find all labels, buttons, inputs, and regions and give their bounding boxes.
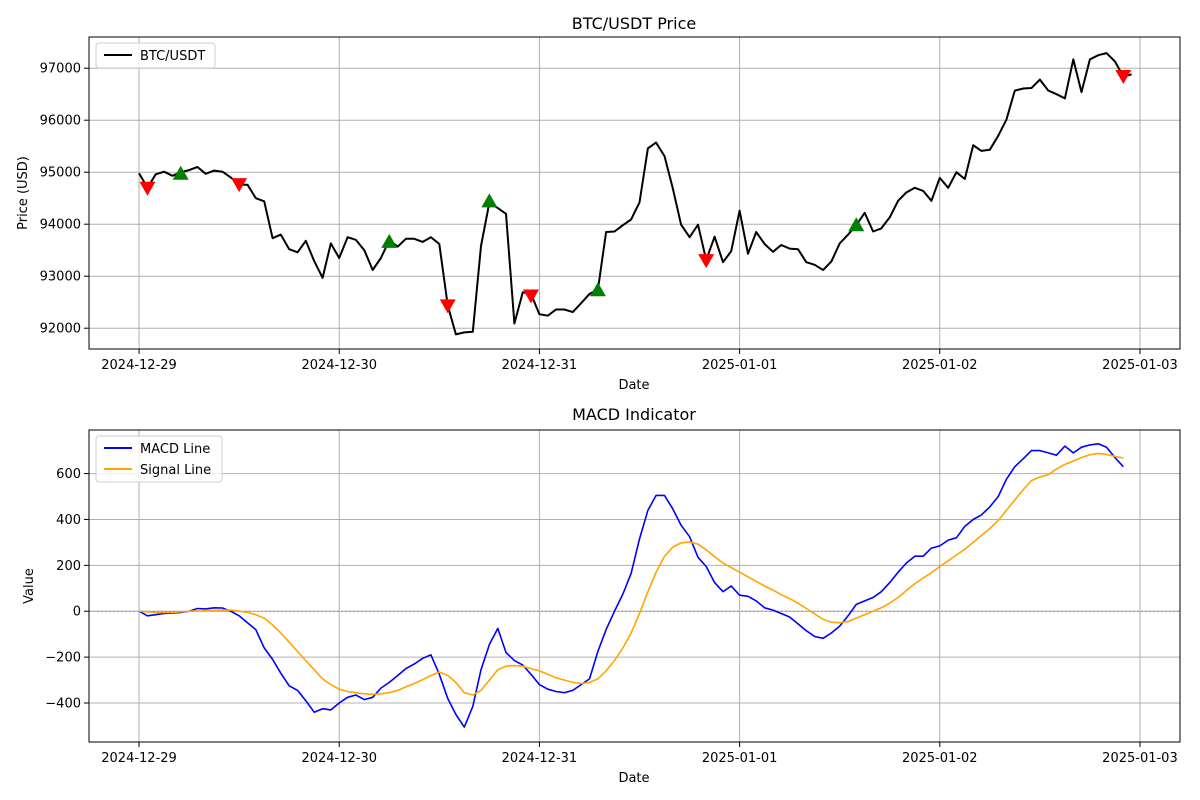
price-legend-box	[95, 42, 216, 69]
macd-legend: MACD Line Signal Line	[95, 435, 223, 483]
macd-legend-label-macd: MACD Line	[140, 442, 210, 457]
price-chart-title: BTC/USDT Price	[572, 14, 696, 33]
macd-y-ticks: −400 −200 0 200 400 600	[45, 467, 89, 712]
x-tick-label: 2024-12-30	[301, 751, 377, 766]
y-tick-label: 92000	[40, 322, 81, 337]
sell-marker	[1115, 70, 1132, 84]
price-legend: BTC/USDT	[95, 42, 216, 69]
y-tick-label: 97000	[40, 62, 81, 77]
x-tick-label: 2024-12-31	[502, 358, 578, 373]
price-series	[138, 52, 1132, 336]
buy-marker	[848, 217, 865, 232]
macd-panel: MACD Indicator 2024-12-29 2024-12-30 2024-…	[22, 405, 1181, 786]
sell-marker	[523, 289, 540, 304]
x-tick-label: 2024-12-31	[502, 751, 578, 766]
buy-marker	[172, 165, 189, 180]
series-line-signal-line	[138, 452, 1124, 696]
y-tick-label: 0	[73, 605, 81, 620]
sell-marker	[231, 178, 248, 193]
price-grid	[89, 37, 1180, 349]
x-tick-label: 2024-12-29	[101, 751, 177, 766]
x-tick-label: 2025-01-01	[702, 358, 778, 373]
price-plot-frame	[88, 36, 1181, 350]
price-markers	[139, 70, 1132, 314]
y-tick-label: −400	[45, 697, 81, 712]
y-tick-label: 200	[56, 559, 81, 574]
y-tick-label: 400	[56, 513, 81, 528]
sell-marker	[139, 181, 156, 196]
y-tick-label: 93000	[40, 270, 81, 285]
x-tick-label: 2024-12-29	[101, 358, 177, 373]
price-y-axis-label: Price (USD)	[16, 156, 31, 230]
sell-marker	[698, 254, 715, 269]
x-tick-label: 2025-01-02	[902, 751, 978, 766]
y-tick-label: −200	[45, 651, 81, 666]
macd-chart-title: MACD Indicator	[572, 405, 696, 424]
buy-marker	[381, 233, 398, 248]
y-tick-label: 95000	[40, 166, 81, 181]
price-x-ticks: 2024-12-29 2024-12-30 2024-12-31 2025-01-01…	[101, 349, 1178, 373]
y-tick-label: 94000	[40, 218, 81, 233]
buy-marker	[481, 193, 498, 208]
macd-y-axis-label: Value	[22, 568, 37, 604]
sell-marker	[439, 299, 456, 314]
x-tick-label: 2025-01-03	[1102, 751, 1178, 766]
y-tick-label: 96000	[40, 114, 81, 129]
x-tick-label: 2025-01-02	[902, 358, 978, 373]
x-tick-label: 2025-01-03	[1102, 358, 1178, 373]
buy-marker	[589, 282, 606, 297]
price-panel: BTC/USDT Price 2024-12-29 2024-12-30 2024-…	[16, 14, 1181, 393]
macd-series	[138, 442, 1124, 728]
price-x-axis-label: Date	[618, 378, 649, 393]
price-y-ticks: 92000 93000 94000 95000 96000 97000	[40, 62, 89, 337]
macd-x-axis-label: Date	[618, 771, 649, 786]
x-tick-label: 2025-01-01	[702, 751, 778, 766]
price-legend-label: BTC/USDT	[140, 49, 205, 64]
macd-legend-label-signal: Signal Line	[140, 463, 211, 478]
series-line-btc-usdt	[138, 52, 1132, 336]
y-tick-label: 600	[56, 467, 81, 482]
macd-x-ticks: 2024-12-29 2024-12-30 2024-12-31 2025-01-01…	[101, 742, 1178, 766]
macd-plot-frame	[88, 429, 1181, 743]
series-line-macd-line	[138, 442, 1124, 728]
x-tick-label: 2024-12-30	[301, 358, 377, 373]
